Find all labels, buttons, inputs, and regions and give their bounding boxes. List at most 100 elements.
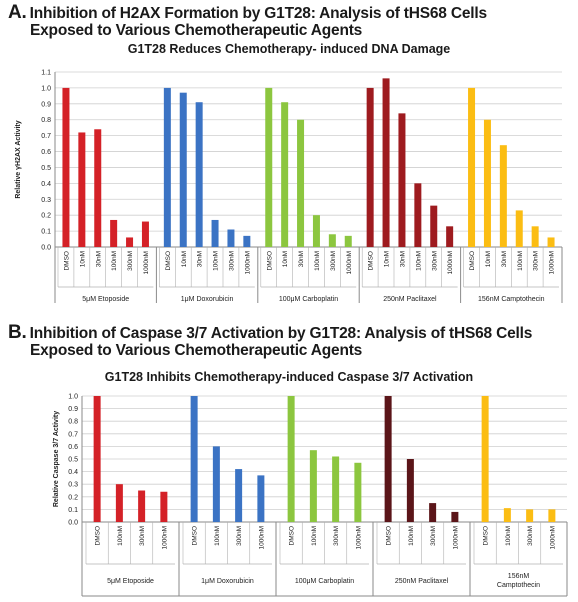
chart-b-title: G1T28 Inhibits Chemotherapy-induced Casp… <box>104 370 474 384</box>
bar <box>257 475 265 522</box>
y-tick-label: 0.6 <box>41 149 51 156</box>
group-label: 100μM Carboplatin <box>295 578 354 585</box>
bar <box>211 219 219 247</box>
x-tick-label: 300nM <box>533 251 540 271</box>
x-tick-label: 1000nM <box>452 526 459 550</box>
bar <box>312 215 320 247</box>
y-tick-label: 0.8 <box>68 419 78 426</box>
x-tick-label: 1000nM <box>355 526 362 550</box>
x-tick-label: 30nM <box>501 251 508 267</box>
panel-a-heading: A. Inhibition of H2AX Formation by G1T28:… <box>8 2 487 39</box>
y-tick-label: 0.4 <box>41 181 51 188</box>
x-tick-label: 1000nM <box>447 251 454 275</box>
y-tick-label: 1.1 <box>41 70 51 77</box>
x-tick-label: 1000nM <box>549 251 556 275</box>
x-tick-label: 30nM <box>399 251 406 267</box>
bar <box>332 456 340 522</box>
bar <box>78 132 86 247</box>
bar <box>243 235 251 247</box>
x-tick-label: 30nM <box>298 251 305 267</box>
y-tick-label: 0.5 <box>68 457 78 464</box>
bar <box>414 183 422 247</box>
x-tick-label: 300nM <box>333 526 340 546</box>
bar <box>406 459 414 522</box>
bar <box>62 87 70 247</box>
y-tick-label: 0.1 <box>41 229 51 236</box>
x-tick-label: DMSO <box>289 526 296 546</box>
y-tick-label: 0.7 <box>68 431 78 438</box>
x-tick-label: 300nM <box>431 251 438 271</box>
y-tick-label: 0.3 <box>68 482 78 489</box>
y-tick-label: 0.0 <box>41 245 51 252</box>
y-tick-label: 0.5 <box>41 165 51 172</box>
y-axis-label: Relative γH2AX Activity <box>15 120 22 198</box>
x-tick-label: 300nM <box>527 526 534 546</box>
group-label: 1μM Doxorubicin <box>201 578 254 585</box>
x-tick-label: 1000nM <box>244 251 251 275</box>
x-tick-label: DMSO <box>192 526 199 546</box>
y-tick-label: 0.1 <box>68 507 78 514</box>
panel-a-letter: A. <box>8 2 27 23</box>
bar <box>481 396 489 522</box>
bar <box>138 490 146 522</box>
bar <box>446 226 454 247</box>
bar <box>163 87 171 247</box>
bar <box>451 511 459 522</box>
bar <box>384 396 392 522</box>
x-tick-label: 100nM <box>505 526 512 546</box>
y-tick-label: 0.9 <box>68 406 78 413</box>
bar <box>190 396 198 522</box>
x-tick-label: 100nM <box>214 526 221 546</box>
bar <box>235 469 243 522</box>
bar <box>526 509 534 522</box>
bar <box>503 508 511 522</box>
x-tick-label: 100nM <box>311 526 318 546</box>
x-tick-label: 100nM <box>117 526 124 546</box>
y-tick-label: 0.8 <box>41 117 51 124</box>
x-tick-label: 300nM <box>430 526 437 546</box>
group-label: 156nM <box>508 573 530 580</box>
bar <box>195 102 203 248</box>
bar <box>354 462 362 522</box>
bar <box>398 113 406 247</box>
x-tick-label: DMSO <box>165 251 172 271</box>
x-tick-label: 1000nM <box>161 526 168 550</box>
panel-a: A. Inhibition of H2AX Formation by G1T28:… <box>0 0 578 303</box>
panel-a-heading-line1: Inhibition of H2AX Formation by G1T28: A… <box>29 5 487 22</box>
x-tick-label: 100nM <box>111 251 118 271</box>
x-tick-label: 100nM <box>213 251 220 271</box>
y-axis-label: Relative Caspase 3/7 Activity <box>53 411 60 507</box>
y-tick-label: 0.4 <box>68 469 78 476</box>
bar <box>160 491 168 522</box>
bar <box>548 509 556 522</box>
x-tick-label: 10nM <box>282 251 289 267</box>
bar <box>212 446 220 522</box>
y-tick-label: 0.6 <box>68 444 78 451</box>
x-tick-label: 300nM <box>330 251 337 271</box>
panel-b: B. Inhibition of Caspase 3/7 Activation b… <box>0 320 578 602</box>
x-tick-label: DMSO <box>95 526 102 546</box>
y-tick-label: 1.0 <box>68 394 78 401</box>
bar <box>468 87 476 247</box>
bar <box>328 234 336 247</box>
panel-b-letter: B. <box>8 322 27 343</box>
chart-a: 0.0 0.1 0.2 0.3 0.4 0.5 0.6 0.7 0.8 0.9 1.0 1.1 Rela… <box>15 70 563 303</box>
bar <box>515 210 523 247</box>
y-tick-label: 0.2 <box>41 213 51 220</box>
panel-b-heading: B. Inhibition of Caspase 3/7 Activation b… <box>8 322 532 359</box>
bar <box>547 237 555 247</box>
group-label: 250nM Paclitaxel <box>395 578 449 585</box>
x-tick-label: DMSO <box>386 526 393 546</box>
group-label: 5μM Etoposide <box>82 296 129 303</box>
x-tick-label: 1000nM <box>143 251 150 275</box>
x-tick-label: 30nM <box>95 251 102 267</box>
group-label: 100μM Carboplatin <box>279 296 338 303</box>
y-tick-label: 0.7 <box>41 133 51 140</box>
bar <box>531 226 539 247</box>
group-label: 5μM Etoposide <box>107 578 154 585</box>
x-tick-label: DMSO <box>469 251 476 271</box>
x-tick-label: 300nM <box>228 251 235 271</box>
group-label: 156nM Camptothecin <box>478 296 545 303</box>
x-tick-label: 100nM <box>517 251 524 271</box>
x-tick-label: 1000nM <box>346 251 353 275</box>
